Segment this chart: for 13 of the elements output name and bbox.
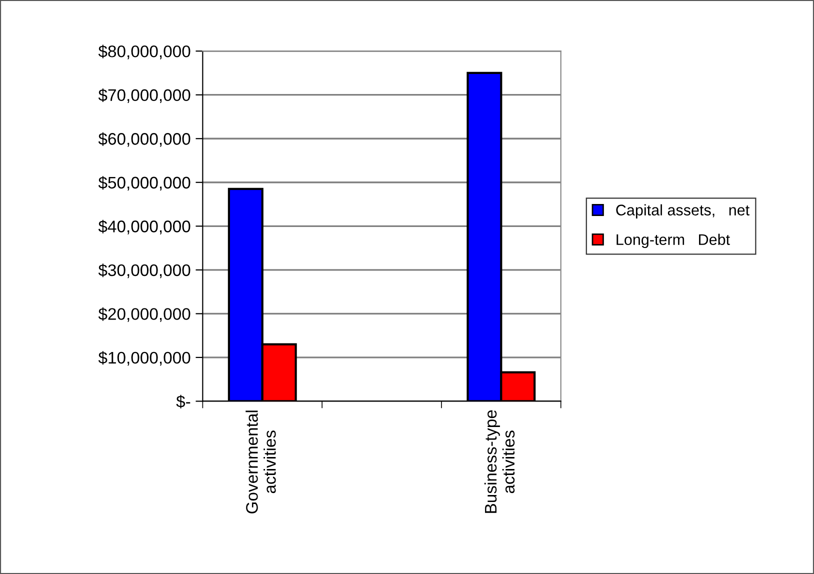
y-tick-label: $40,000,000 <box>98 220 190 234</box>
y-tick-label: $10,000,000 <box>98 351 190 366</box>
y-tick-label: $70,000,000 <box>98 88 190 104</box>
x-tick-label: Governmental activities <box>246 410 276 514</box>
y-tick-label: $50,000,000 <box>98 176 190 191</box>
y-tick-label: $80,000,000 <box>98 44 190 60</box>
y-tick-label: $60,000,000 <box>98 132 190 147</box>
legend-label: Capital assets, net <box>616 204 750 219</box>
y-tick-label: $30,000,000 <box>98 264 190 278</box>
y-tick-label: $20,000,000 <box>98 307 190 322</box>
y-tick-label: $- <box>176 394 190 408</box>
x-tick-label: Business-type activities <box>484 410 515 513</box>
legend-label: Long-term Debt <box>616 234 730 248</box>
